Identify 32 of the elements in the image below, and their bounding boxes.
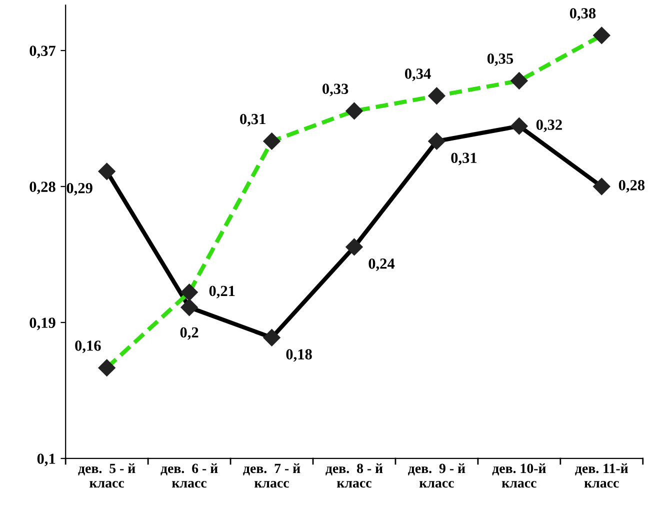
- x-tick-label: дев. 5 - й класс: [78, 463, 136, 488]
- data-label: 0,24: [368, 258, 395, 272]
- x-tick-label: дев. 10-й класс: [492, 463, 546, 488]
- data-label: 0,31: [240, 114, 266, 126]
- data-label: 0,32: [536, 120, 562, 132]
- x-tick-label: дев. 6 - й класс: [160, 463, 218, 488]
- data-label: 0,31: [451, 152, 477, 166]
- x-tick-label: дев. 9 - й класс: [408, 463, 466, 488]
- point: [593, 178, 610, 196]
- data-label: 0,16: [75, 340, 101, 354]
- data-label: 0,18: [286, 349, 312, 362]
- y-tick-label: 0,19: [30, 318, 56, 330]
- data-label: 0,21: [209, 286, 235, 298]
- point: [98, 162, 116, 180]
- x-tick-label: дев. 8 - й класс: [326, 463, 383, 488]
- data-label: 0,33: [322, 84, 348, 96]
- point: [180, 298, 198, 316]
- x-tick-label: дев. 7 - й класс: [243, 463, 300, 488]
- point: [346, 238, 363, 256]
- x-tick-label: дев. 11-й класс: [575, 463, 628, 488]
- data-label: 0,38: [570, 8, 596, 21]
- data-label: 0,34: [405, 68, 431, 82]
- y-tick-label: 0,37: [30, 46, 56, 58]
- data-label: 0,35: [487, 53, 514, 66]
- point: [428, 132, 446, 150]
- point: [510, 118, 528, 135]
- point: [263, 329, 280, 346]
- data-label: 0,2: [180, 327, 198, 340]
- y-tick-label: 0,28: [30, 182, 56, 194]
- data-label: 0,28: [618, 180, 645, 193]
- y-tick-label: 0,1: [37, 454, 56, 466]
- data-label: 0,29: [66, 182, 92, 196]
